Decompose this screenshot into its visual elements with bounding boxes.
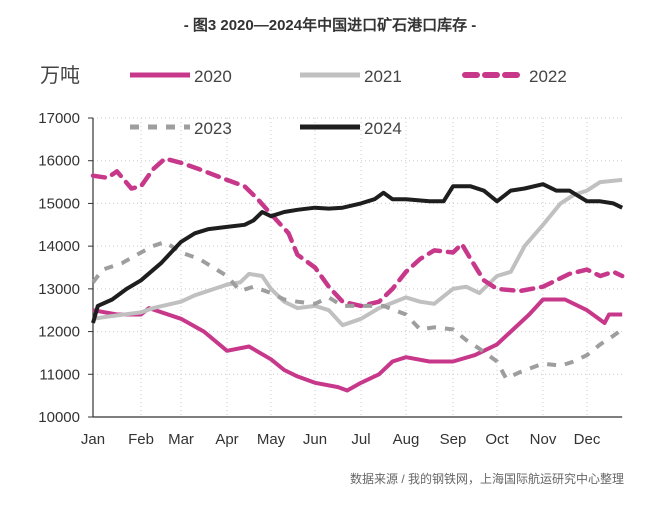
y-tick-label: 14000 — [38, 238, 80, 255]
y-tick-label: 11000 — [39, 366, 80, 383]
y-tick-label: 13000 — [38, 281, 80, 298]
x-tick-label: Aug — [393, 431, 420, 448]
x-tick-label: May — [257, 431, 286, 448]
y-tick-label: 12000 — [38, 324, 80, 341]
x-tick-label: Nov — [530, 431, 557, 448]
x-tick-label: Dec — [574, 431, 601, 448]
x-tick-label: Jun — [303, 431, 327, 448]
x-tick-label: Apr — [215, 431, 238, 448]
x-tick-label: Jul — [351, 431, 370, 448]
legend-label-2021: 2021 — [364, 67, 402, 86]
legend-label-2020: 2020 — [194, 67, 232, 86]
legend-label-2023: 2023 — [194, 119, 232, 138]
x-tick-label: Jan — [81, 431, 105, 448]
legend-label-2024: 2024 — [364, 119, 402, 138]
y-tick-label: 17000 — [38, 110, 80, 127]
x-tick-label: Mar — [168, 431, 194, 448]
y-tick-label: 15000 — [38, 195, 80, 212]
series-line-2024 — [91, 182, 624, 324]
y-tick-label: 16000 — [38, 153, 80, 170]
series-line-2021 — [92, 177, 623, 328]
source-note: 数据来源 / 我的钢铁网，上海国际航运研究中心整理 — [349, 472, 624, 486]
chart-title: - 图3 2020—2024年中国进口矿石港口库存 - — [183, 17, 477, 34]
y-axis-label: 万吨 — [40, 63, 80, 87]
x-tick-label: Oct — [485, 431, 509, 448]
legend-label-2022: 2022 — [529, 67, 567, 86]
y-tick-label: 10000 — [38, 409, 80, 426]
series-line-2020 — [92, 297, 623, 393]
x-tick-label: Feb — [128, 431, 154, 448]
series-line-2022 — [90, 156, 625, 309]
x-tick-label: Sep — [440, 431, 467, 448]
